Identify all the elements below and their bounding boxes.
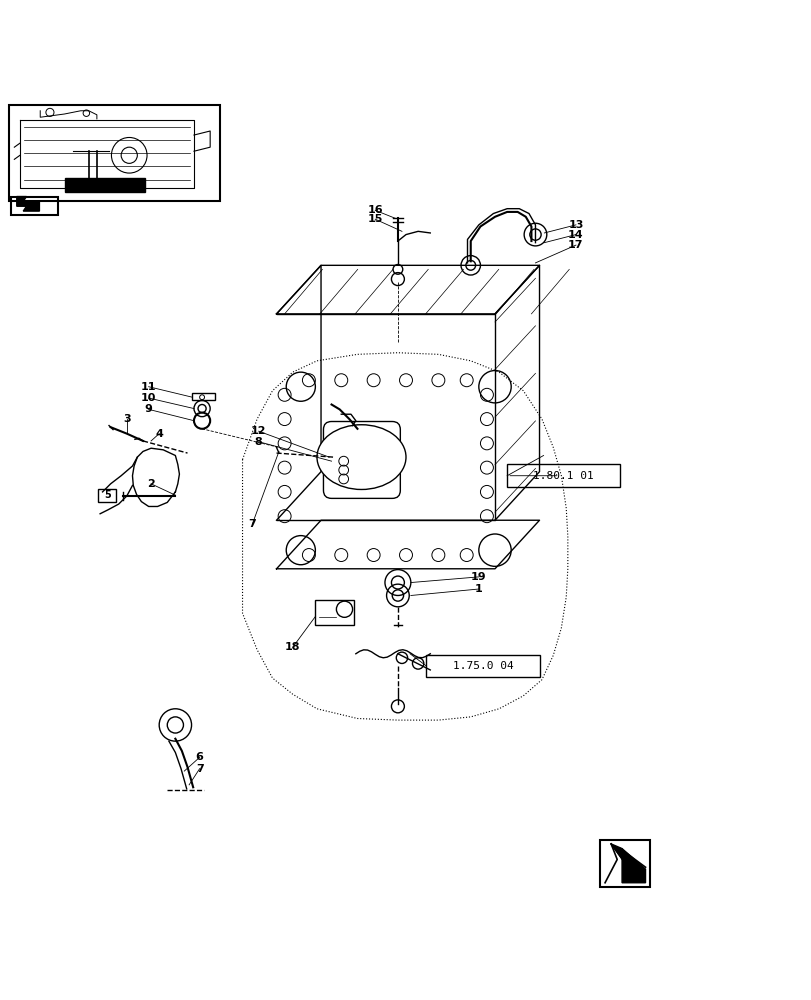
Text: 2: 2: [147, 479, 155, 489]
Bar: [426, 655, 539, 677]
Text: 4: 4: [155, 429, 163, 439]
Text: 12: 12: [251, 426, 266, 436]
Text: 5: 5: [104, 490, 110, 500]
Bar: [507, 464, 620, 487]
Text: 16: 16: [367, 205, 383, 215]
FancyBboxPatch shape: [323, 422, 400, 498]
Text: 14: 14: [568, 230, 583, 240]
Text: 3: 3: [122, 414, 131, 424]
Text: 18: 18: [285, 642, 300, 652]
Text: 19: 19: [470, 572, 486, 582]
Text: 11: 11: [141, 382, 157, 392]
Bar: [599, 840, 650, 887]
Text: 1.80.1 01: 1.80.1 01: [533, 471, 594, 481]
Text: 7: 7: [248, 519, 255, 529]
Polygon shape: [64, 178, 145, 192]
Text: 17: 17: [568, 240, 583, 250]
Bar: [98, 489, 116, 502]
Ellipse shape: [316, 425, 406, 489]
Polygon shape: [17, 197, 40, 211]
Text: 10: 10: [141, 393, 157, 403]
Bar: [315, 600, 354, 625]
Text: 7: 7: [195, 764, 204, 774]
Polygon shape: [611, 844, 624, 863]
Text: 13: 13: [568, 220, 583, 230]
Text: 1: 1: [474, 584, 482, 594]
Bar: [11, 197, 58, 215]
Text: 9: 9: [144, 404, 152, 414]
Text: 1.75.0 04: 1.75.0 04: [452, 661, 513, 671]
Bar: [10, 105, 220, 201]
Text: 6: 6: [195, 752, 204, 762]
Bar: [192, 393, 215, 400]
Text: 15: 15: [367, 214, 383, 224]
Polygon shape: [621, 849, 645, 883]
Text: 8: 8: [255, 437, 262, 447]
